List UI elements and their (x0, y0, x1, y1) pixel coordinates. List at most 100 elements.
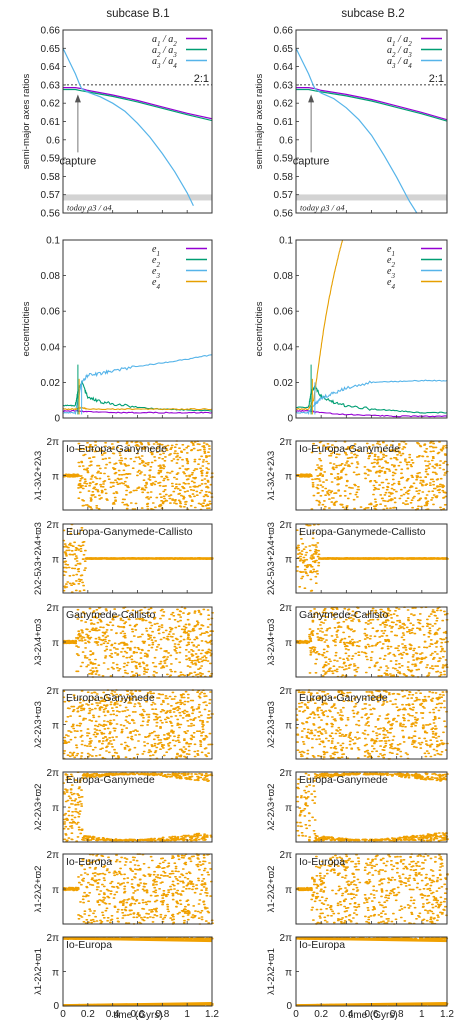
panel-title: Ganymede-Callisto (66, 609, 155, 621)
series-line-3 (296, 379, 447, 415)
y-ytick-label: 0.6 (279, 135, 293, 146)
y-ytick-label: 0.02 (274, 378, 294, 389)
plot-area (296, 240, 447, 418)
y-tick-label: 0 (286, 1001, 292, 1012)
legend-label: e3 (152, 266, 160, 280)
y-axis-label: eccentricities (254, 301, 265, 356)
series-line-2 (63, 88, 212, 122)
y-ytick-label: 0.06 (274, 307, 294, 318)
y-tick-label: 2π (280, 437, 293, 448)
y-tick-label: 2π (280, 768, 293, 779)
legend-label: e4 (387, 277, 395, 291)
y-ytick-label: 0.08 (274, 271, 294, 282)
y-axis-label: λ1-2λ2+ϖ1 (266, 948, 277, 995)
resonant-angle-points (295, 689, 449, 760)
y-ytick-label: 0.08 (41, 271, 61, 282)
series-line-1 (63, 409, 212, 414)
series-line-4 (296, 240, 344, 411)
capture-arrow-head (308, 94, 315, 103)
column-title-b2: subcase B.2 (341, 8, 404, 20)
series-line-2 (296, 384, 447, 414)
y-tick-label: 2π (280, 603, 293, 614)
y-axis-label: λ1-2λ2+ϖ2 (266, 866, 277, 913)
x-xtick-label: 0.8 (155, 1009, 169, 1020)
y-ytick-label: 0.66 (41, 26, 61, 37)
capture-arrow-head (74, 94, 81, 103)
y-ytick-label: 0.59 (41, 154, 61, 165)
y-ytick-label: 0.61 (41, 117, 61, 128)
upper-edge-band (295, 937, 448, 943)
y-axis-label: semi-major axes ratios (21, 73, 32, 169)
y-tick-label: π (285, 968, 292, 979)
legend-label: e1 (387, 244, 395, 258)
y-tick-label: π (52, 555, 59, 566)
chart-ecc-b2: 0 0.02 0.04 0.06 0.08 0.1 eccentricities e1e2e3… (254, 236, 448, 425)
angle-panel-2-b2: Europa-Ganymede-Callisto π 2π2λ2-5λ3+2λ4+ϖ… (266, 520, 449, 595)
y-ytick-label: 0.64 (274, 62, 294, 73)
y-axis-label: λ1-2λ2+ϖ2 (33, 866, 44, 913)
y-ytick-label: 0.06 (41, 307, 61, 318)
y-ytick-label: 0.57 (274, 190, 294, 201)
axes-frame (62, 29, 213, 214)
y-tick-label: π (52, 472, 59, 483)
y-tick-label: 2π (280, 686, 293, 697)
today-band (63, 194, 212, 201)
legend-label: a3 / a4 (152, 56, 177, 70)
x-axis-label-b2: time (Gyrs) (348, 1010, 397, 1021)
panel-title: Io-Europa (299, 856, 345, 868)
x-xtick-label: 0.2 (314, 1009, 328, 1020)
y-axis-label: λ3-2λ4+ϖ3 (33, 619, 44, 666)
panel-title: Io-Europa-Ganymede (66, 443, 167, 455)
y-tick-label: 0 (53, 1001, 59, 1012)
y-tick-label: π (285, 555, 292, 566)
y-axis-label: λ1-2λ2+ϖ1 (33, 948, 44, 995)
legend-label: a2 / a3 (387, 45, 412, 59)
capture-annotation: capture (60, 155, 97, 167)
y-axis-label: λ1-3λ2+2λ3 (266, 451, 277, 500)
y-tick-label: 2π (280, 850, 293, 861)
y-ytick-label: 0.62 (274, 99, 294, 110)
plot-area (63, 354, 212, 415)
today-band-label: today a3 / a4 (300, 202, 345, 212)
y-tick-label: 2π (47, 686, 60, 697)
angle-panel-2-b1: Europa-Ganymede-Callisto π 2π2λ2-5λ3+2λ4+ϖ… (33, 520, 214, 595)
y-tick-label: 2π (47, 520, 60, 531)
y-ytick-label: 0.58 (274, 172, 294, 183)
legend-label: e1 (152, 244, 160, 258)
today-band-label: today a3 / a4 (67, 202, 112, 212)
y-tick-label: π (52, 885, 59, 896)
legend-label: a1 / a2 (387, 34, 412, 48)
y-tick-label: π (285, 472, 292, 483)
y-tick-label: π (285, 721, 292, 732)
capture-annotation: capture (293, 155, 330, 167)
panel-title: Europa-Ganymede-Callisto (66, 526, 193, 538)
x-xtick-label: 0 (293, 1009, 299, 1020)
series-line-3 (296, 48, 418, 213)
panel-title: Europa-Ganymede (299, 774, 388, 786)
resonant-angle-points (295, 606, 449, 678)
y-axis-label: semi-major axes ratios (254, 73, 265, 169)
x-xtick-label: 0.6 (365, 1009, 379, 1020)
x-xtick-label: 0.6 (131, 1009, 145, 1020)
y-ytick-label: 0 (54, 414, 60, 425)
y-tick-label: 2π (47, 768, 60, 779)
x-xtick-label: 1 (184, 1009, 190, 1020)
y-ytick-label: 0.04 (274, 342, 294, 353)
legend-label: a3 / a4 (387, 56, 412, 70)
y-ytick-label: 0.58 (41, 172, 61, 183)
legend-label: e2 (387, 255, 395, 269)
chart-ratios-b1: 0.56 0.57 0.58 0.59 0.6 0.61 0.62 0.63 0.64 0.65 0… (21, 26, 213, 220)
y-ytick-label: 0.56 (274, 209, 294, 220)
y-ytick-label: 0.65 (274, 44, 294, 55)
y-axis-label: λ2-2λ3+ϖ2 (266, 784, 277, 831)
panel-title: Io-Europa-Ganymede (299, 443, 400, 455)
y-ytick-label: 0.6 (46, 135, 60, 146)
panels: 0.560.570.580.590.60.610.620.630.640.650… (21, 26, 454, 1021)
y-tick-label: 2π (280, 933, 293, 944)
